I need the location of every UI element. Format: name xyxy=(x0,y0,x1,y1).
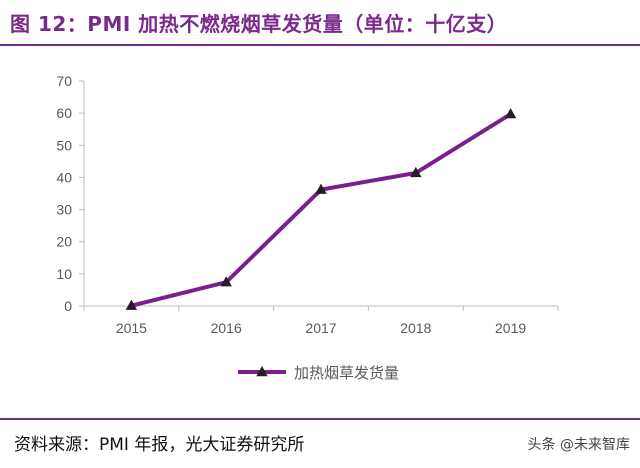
data-point xyxy=(220,276,232,287)
page-title: 图 12：PMI 加热不燃烧烟草发货量（单位：十亿支） xyxy=(10,12,508,36)
y-tick-label: 40 xyxy=(56,169,72,185)
y-axis: 0 10 20 30 40 50 60 70 xyxy=(56,73,85,314)
y-tick-label: 70 xyxy=(56,73,72,89)
x-tick-label: 2017 xyxy=(305,320,336,336)
y-tick-label: 60 xyxy=(56,105,72,121)
data-point xyxy=(504,108,517,119)
x-axis: 2015 2016 2017 2018 2019 xyxy=(83,305,559,336)
y-tick-label: 0 xyxy=(64,298,72,314)
data-point xyxy=(315,183,327,194)
series-line xyxy=(129,112,513,308)
y-tick-label: 50 xyxy=(56,137,72,153)
line-chart: 0 10 20 30 40 50 60 70 2015 2016 2017 2018 2019 加热烟… xyxy=(56,73,559,382)
series-group xyxy=(125,108,517,310)
x-tick-label: 2015 xyxy=(116,320,147,336)
x-tick-label: 2018 xyxy=(400,320,431,336)
legend-label: 加热烟草发货量 xyxy=(294,364,399,382)
source-text: 资料来源：PMI 年报，光大证券研究所 xyxy=(14,435,305,455)
data-point xyxy=(125,299,138,310)
legend-marker xyxy=(256,366,268,377)
x-tick-label: 2016 xyxy=(211,320,242,336)
watermark-text: 头条 @未来智库 xyxy=(527,437,630,453)
data-point xyxy=(410,166,422,178)
y-tick-label: 20 xyxy=(56,234,72,250)
y-tick-label: 10 xyxy=(56,266,72,282)
legend: 加热烟草发货量 xyxy=(238,364,399,382)
source-bar: 资料来源：PMI 年报，光大证券研究所 头条 @未来智库 xyxy=(0,418,640,468)
title-bar: 图 12：PMI 加热不燃烧烟草发货量（单位：十亿支） xyxy=(0,0,640,46)
x-tick-label: 2019 xyxy=(495,320,526,336)
y-tick-label: 30 xyxy=(56,202,72,218)
